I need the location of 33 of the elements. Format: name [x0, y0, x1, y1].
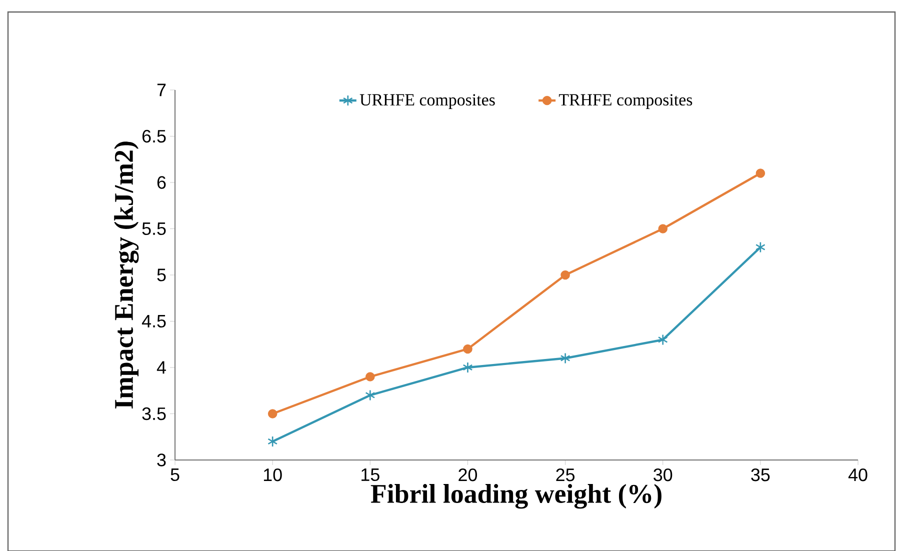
- point: [366, 372, 375, 382]
- point: [658, 334, 668, 346]
- y-tick-label: 3: [157, 454, 166, 466]
- y-axis-title: Impact Energy (kJ/m2): [114, 142, 139, 409]
- x-tick-label: 40: [848, 468, 868, 482]
- point: [365, 390, 376, 401]
- x-tick-label: 5: [170, 468, 180, 482]
- point: [462, 362, 473, 374]
- legend-label: TRHFE composites: [558, 94, 692, 109]
- x-tick-label: 20: [458, 468, 477, 482]
- legend-label: URHFE composites: [360, 94, 495, 109]
- point: [756, 168, 766, 178]
- y-tick-label: 5.5: [142, 222, 166, 235]
- point: [560, 270, 570, 280]
- y-tick-label: 7: [157, 84, 166, 96]
- point: [658, 224, 668, 234]
- y-tick-label: 5: [157, 268, 166, 282]
- x-tick-label: 30: [654, 468, 672, 482]
- x-tick-label: 35: [751, 468, 770, 482]
- y-tick-label: 4: [156, 361, 166, 374]
- x-axis-title: Fibril loading weight (%): [370, 484, 662, 509]
- y-tick-label: 4.5: [142, 314, 166, 328]
- x-tick-label: 10: [264, 468, 282, 482]
- point: [463, 344, 472, 354]
- point: [268, 436, 278, 448]
- x-tick-label: 15: [362, 468, 380, 482]
- y-tick-label: 6.5: [142, 130, 166, 143]
- point: [560, 352, 570, 364]
- y-tick-label: 3.5: [142, 407, 166, 420]
- x-tick-label: 25: [556, 468, 575, 482]
- y-tick-label: 6: [157, 176, 166, 189]
- point: [268, 409, 278, 418]
- point: [755, 242, 766, 253]
